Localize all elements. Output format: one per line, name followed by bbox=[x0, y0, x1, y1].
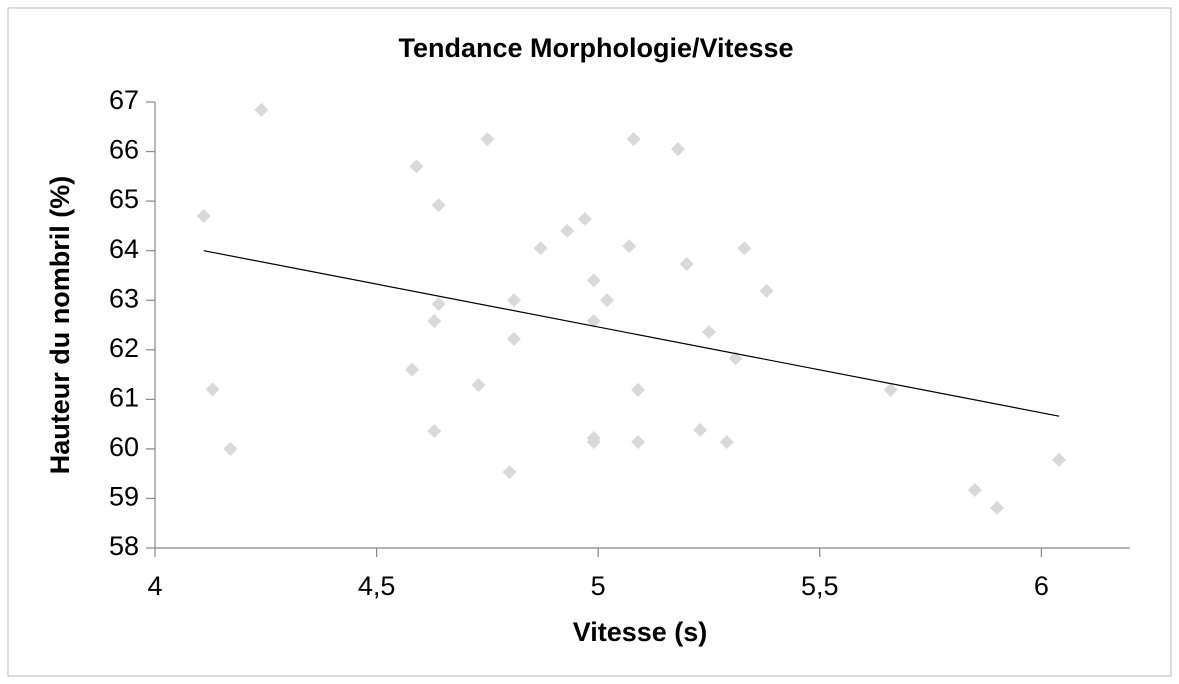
point bbox=[967, 483, 982, 498]
y-tick-label: 66 bbox=[109, 135, 139, 165]
point bbox=[990, 500, 1005, 515]
point bbox=[205, 382, 220, 397]
point bbox=[759, 283, 774, 298]
point bbox=[502, 465, 517, 480]
point bbox=[254, 102, 269, 117]
point bbox=[1052, 452, 1067, 467]
point bbox=[431, 198, 446, 213]
point bbox=[431, 297, 446, 312]
y-tick-label: 67 bbox=[109, 85, 139, 115]
point bbox=[737, 241, 752, 256]
point bbox=[693, 423, 708, 438]
point bbox=[586, 314, 601, 329]
point bbox=[577, 211, 592, 226]
y-tick-label: 65 bbox=[109, 184, 139, 214]
point bbox=[586, 273, 601, 288]
point bbox=[701, 324, 716, 339]
x-tick-label: 4 bbox=[147, 571, 162, 601]
point bbox=[533, 241, 548, 256]
point bbox=[480, 132, 495, 147]
chart-title: Tendance Morphologie/Vitesse bbox=[398, 33, 793, 63]
point bbox=[631, 382, 646, 397]
point bbox=[506, 293, 521, 308]
point bbox=[405, 362, 420, 377]
point bbox=[471, 377, 486, 392]
point bbox=[626, 132, 641, 147]
point bbox=[586, 434, 601, 449]
y-axis-label: Hauteur du nombril (%) bbox=[45, 176, 75, 475]
y-tick-label: 64 bbox=[109, 234, 139, 264]
point bbox=[409, 159, 424, 174]
point bbox=[427, 424, 442, 439]
point bbox=[622, 239, 637, 254]
x-axis-label: Vitesse (s) bbox=[573, 617, 708, 647]
point bbox=[719, 434, 734, 449]
y-tick-label: 62 bbox=[109, 333, 139, 363]
point bbox=[600, 293, 615, 308]
point bbox=[670, 142, 685, 157]
x-tick-label: 5,5 bbox=[801, 571, 839, 601]
point bbox=[631, 434, 646, 449]
trend-line bbox=[203, 250, 1060, 417]
y-tick-label: 58 bbox=[109, 531, 139, 561]
point bbox=[427, 314, 442, 329]
point bbox=[196, 208, 211, 223]
point bbox=[560, 223, 575, 238]
y-tick-label: 61 bbox=[109, 382, 139, 412]
x-tick-label: 6 bbox=[1034, 571, 1049, 601]
chart-frame bbox=[7, 7, 1172, 677]
point bbox=[223, 441, 238, 456]
point bbox=[883, 382, 898, 397]
y-tick-label: 63 bbox=[109, 283, 139, 313]
y-tick-label: 60 bbox=[109, 432, 139, 462]
point bbox=[679, 257, 694, 272]
x-tick-label: 4,5 bbox=[358, 571, 396, 601]
y-tick-label: 59 bbox=[109, 482, 139, 512]
x-tick-label: 5 bbox=[591, 571, 606, 601]
point bbox=[506, 331, 521, 346]
